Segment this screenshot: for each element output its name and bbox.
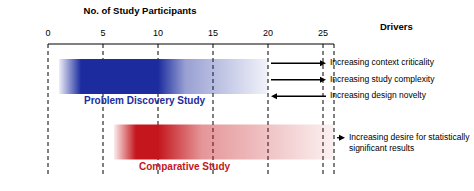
html-text:Increasing context criticality: Increasing context criticality (330, 57, 434, 68)
svg-text:0: 0 (45, 28, 50, 38)
html-text:No. of Study Participants: No. of Study Participants (83, 5, 197, 16)
svg-text:Problem Discovery Study: Problem Discovery Study (84, 95, 206, 106)
html-text:Increasing design novelty: Increasing design novelty (330, 90, 426, 101)
svg-text:25: 25 (318, 28, 328, 38)
svg-text:5: 5 (100, 28, 105, 38)
svg-text:20: 20 (263, 28, 273, 38)
svg-text:15: 15 (208, 28, 218, 38)
svg-text:10: 10 (153, 28, 163, 38)
html-text:Increasing study complexity: Increasing study complexity (330, 73, 435, 84)
html-text:Drivers: Drivers (380, 21, 413, 32)
html-text:Increasing desire for statisti: Increasing desire for statistically sign… (349, 131, 470, 153)
svg-text:Comparative Study: Comparative Study (139, 161, 231, 172)
